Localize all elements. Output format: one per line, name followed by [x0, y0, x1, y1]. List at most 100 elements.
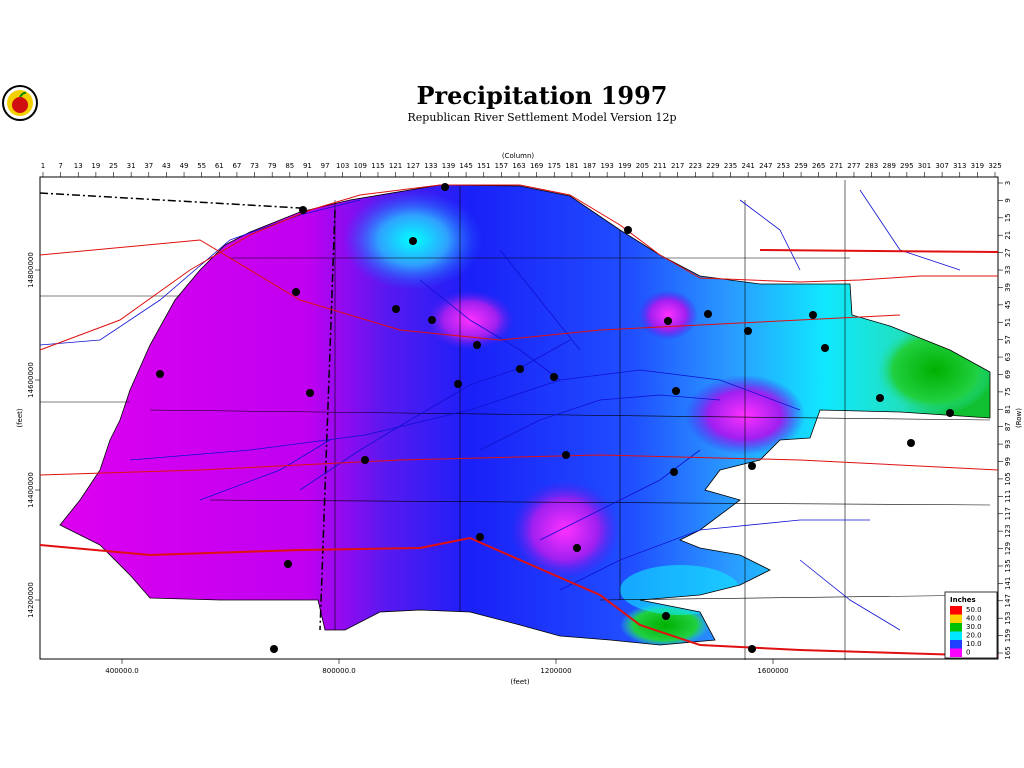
y-tick-label: 14400000 — [27, 472, 35, 508]
column-tick-label: 319 — [971, 162, 984, 170]
row-tick-label: 87 — [1004, 422, 1012, 431]
roads — [39, 184, 999, 657]
column-tick-label: 193 — [600, 162, 613, 170]
column-tick-label: 61 — [215, 162, 224, 170]
column-tick-label: 19 — [91, 162, 100, 170]
x-tick-label: 800000.0 — [322, 667, 355, 675]
legend-swatch — [950, 640, 962, 649]
title: Precipitation 1997 — [416, 81, 667, 110]
legend-swatch — [950, 623, 962, 632]
column-tick-label: 223 — [689, 162, 702, 170]
row-tick-label: 21 — [1004, 231, 1012, 240]
column-tick-label: 49 — [180, 162, 189, 170]
row-tick-label: 99 — [1004, 457, 1012, 466]
column-tick-label: 73 — [250, 162, 259, 170]
column-tick-label: 7 — [58, 162, 62, 170]
legend-swatch — [950, 614, 962, 623]
column-tick-label: 79 — [268, 162, 277, 170]
row-tick-label: 81 — [1004, 405, 1012, 414]
column-axis-label: (Column) — [502, 152, 535, 160]
logo — [2, 85, 38, 121]
column-tick-label: 247 — [759, 162, 772, 170]
column-tick-label: 295 — [900, 162, 913, 170]
row-tick-label: 45 — [1004, 300, 1012, 309]
y-tick-label: 14200000 — [27, 582, 35, 618]
row-tick-label: 159 — [1004, 629, 1012, 642]
y-tick-label: 14800000 — [27, 252, 35, 288]
column-tick-label: 55 — [197, 162, 206, 170]
row-tick-label: 141 — [1004, 577, 1012, 590]
x-tick-label: 1600000 — [757, 667, 788, 675]
column-tick-label: 1 — [41, 162, 45, 170]
row-tick-label: 63 — [1004, 353, 1012, 362]
y-tick-label: 14600000 — [27, 362, 35, 398]
column-tick-label: 115 — [371, 162, 384, 170]
column-tick-label: 145 — [459, 162, 472, 170]
column-tick-label: 25 — [109, 162, 118, 170]
row-tick-label: 33 — [1004, 266, 1012, 275]
row-tick-label: 117 — [1004, 507, 1012, 520]
column-tick-label: 163 — [512, 162, 525, 170]
row-tick-label: 135 — [1004, 559, 1012, 572]
x-tick-label: 1200000 — [540, 667, 571, 675]
column-tick-label: 67 — [232, 162, 241, 170]
column-tick-label: 211 — [653, 162, 666, 170]
row-tick-label: 111 — [1004, 490, 1012, 503]
column-tick-label: 109 — [354, 162, 367, 170]
column-tick-label: 307 — [935, 162, 948, 170]
column-tick-label: 217 — [671, 162, 684, 170]
column-tick-label: 283 — [865, 162, 878, 170]
legend-label: 20.0 — [966, 632, 982, 640]
row-tick-label: 105 — [1004, 472, 1012, 485]
x-tick-label: 400000.0 — [105, 667, 138, 675]
column-tick-label: 259 — [794, 162, 807, 170]
rivers — [39, 189, 961, 631]
column-tick-label: 271 — [830, 162, 843, 170]
legend-swatch — [950, 606, 962, 615]
column-tick-label: 199 — [618, 162, 631, 170]
column-tick-label: 265 — [812, 162, 825, 170]
row-tick-label: 15 — [1004, 213, 1012, 222]
column-tick-label: 277 — [847, 162, 860, 170]
column-tick-label: 127 — [407, 162, 420, 170]
row-tick-label: 3 — [1004, 181, 1012, 185]
row-tick-label: 165 — [1004, 646, 1012, 659]
column-tick-label: 139 — [442, 162, 455, 170]
y-axis-label: (feet) — [16, 408, 24, 428]
column-tick-label: 151 — [477, 162, 490, 170]
column-tick-label: 103 — [336, 162, 349, 170]
row-tick-label: 39 — [1004, 283, 1012, 292]
legend-label: 30.0 — [966, 623, 982, 631]
row-tick-label: 9 — [1004, 198, 1012, 202]
column-tick-label: 157 — [495, 162, 508, 170]
row-axis-label: (Row) — [1015, 408, 1023, 428]
legend-label: 0 — [966, 649, 970, 657]
column-tick-label: 133 — [424, 162, 437, 170]
row-tick-label: 75 — [1004, 387, 1012, 396]
column-tick-label: 37 — [144, 162, 153, 170]
legend: Inches 50.040.030.020.010.00 — [944, 591, 998, 659]
column-tick-label: 289 — [883, 162, 896, 170]
row-tick-label: 27 — [1004, 248, 1012, 257]
column-tick-label: 229 — [706, 162, 719, 170]
row-tick-label: 93 — [1004, 440, 1012, 449]
column-tick-label: 43 — [162, 162, 171, 170]
column-tick-label: 13 — [74, 162, 83, 170]
column-tick-label: 235 — [724, 162, 737, 170]
subtitle: Republican River Settlement Model Versio… — [408, 111, 677, 124]
column-tick-label: 169 — [530, 162, 543, 170]
column-tick-label: 91 — [303, 162, 312, 170]
column-tick-label: 205 — [636, 162, 649, 170]
x-axis-label: (feet) — [510, 678, 530, 686]
basin-boundary — [59, 184, 991, 646]
row-tick-label: 57 — [1004, 335, 1012, 344]
row-tick-label: 69 — [1004, 370, 1012, 379]
column-tick-label: 253 — [777, 162, 790, 170]
legend-swatch — [950, 631, 962, 640]
legend-label: 50.0 — [966, 606, 982, 614]
column-tick-label: 121 — [389, 162, 402, 170]
legend-title: Inches — [950, 596, 976, 604]
column-tick-label: 313 — [953, 162, 966, 170]
row-tick-label: 153 — [1004, 611, 1012, 624]
